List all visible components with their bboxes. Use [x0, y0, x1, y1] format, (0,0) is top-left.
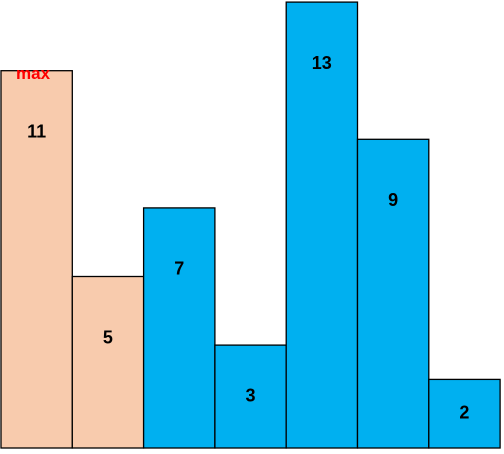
bar-3 — [142, 207, 216, 449]
bar-label-2: 5 — [103, 327, 113, 347]
bar-label-4: 3 — [245, 385, 255, 405]
bar-label-7: 2 — [459, 402, 469, 422]
bar-6 — [356, 138, 430, 449]
bar-label-5: 13 — [312, 53, 332, 73]
bar-label-1: 11 — [27, 121, 46, 141]
bar-label-6: 9 — [388, 190, 398, 210]
bar-5 — [285, 1, 359, 449]
bar-7 — [428, 378, 501, 449]
bar-4 — [214, 344, 287, 449]
bar-2 — [71, 275, 145, 449]
bar-label-3: 7 — [174, 259, 184, 279]
max-annotation: max — [16, 64, 51, 83]
bar-1 — [0, 70, 73, 449]
